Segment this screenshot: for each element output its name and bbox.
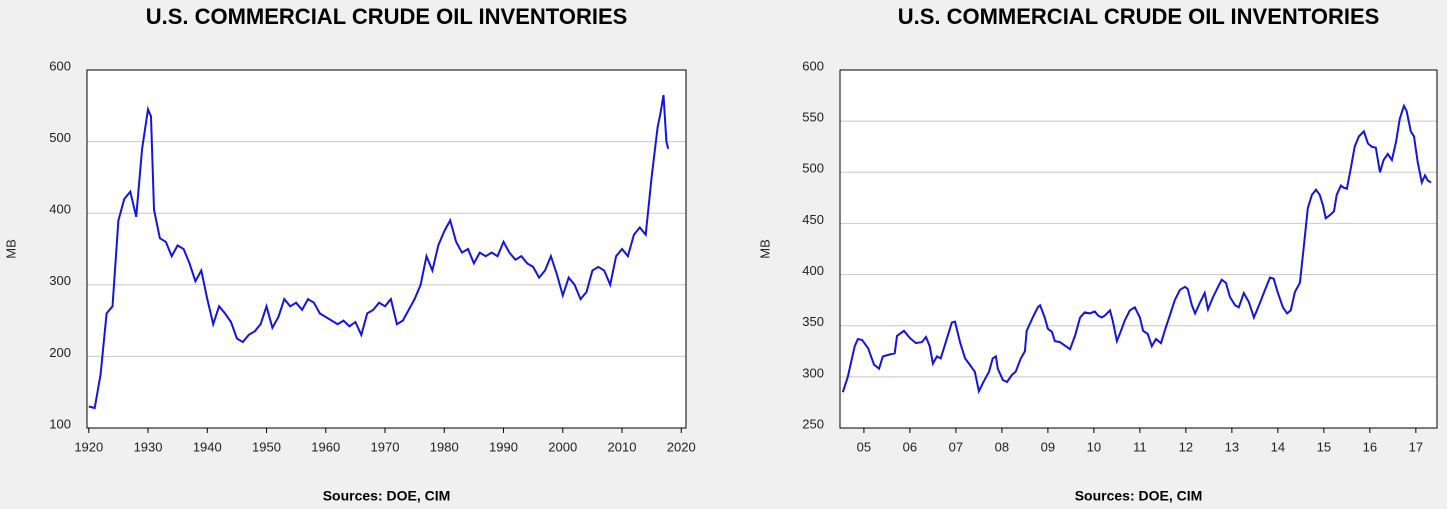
x-tick-label: 1960 [311, 439, 340, 454]
y-tick-label: 550 [802, 110, 824, 125]
x-tick-label: 08 [995, 439, 1009, 454]
plot-area [840, 70, 1437, 428]
chart-title: U.S. COMMERCIAL CRUDE OIL INVENTORIES [898, 4, 1380, 29]
y-tick-label: 500 [49, 130, 71, 145]
x-tick-label: 2010 [608, 439, 637, 454]
x-tick-label: 1970 [371, 439, 400, 454]
x-tick-label: 09 [1041, 439, 1055, 454]
x-tick-label: 10 [1087, 439, 1101, 454]
y-tick-label: 350 [802, 314, 824, 329]
y-tick-label: 600 [49, 58, 71, 73]
x-tick-label: 12 [1179, 439, 1193, 454]
y-tick-label: 300 [49, 273, 71, 288]
y-tick-label: 500 [802, 161, 824, 176]
y-tick-label: 200 [49, 345, 71, 360]
x-tick-label: 17 [1409, 439, 1423, 454]
y-tick-label: 600 [802, 58, 824, 73]
x-tick-label: 11 [1133, 439, 1147, 454]
x-tick-label: 07 [949, 439, 963, 454]
chart: U.S. COMMERCIAL CRUDE OIL INVENTORIES 250… [757, 4, 1438, 504]
x-tick-label: 13 [1225, 439, 1239, 454]
source-note: Sources: DOE, CIM [1075, 488, 1203, 504]
plot-border [86, 69, 687, 429]
chart-title: U.S. COMMERCIAL CRUDE OIL INVENTORIES [146, 4, 628, 29]
x-tick-label: 1940 [193, 439, 222, 454]
data-line [88, 94, 670, 410]
x-tick-label: 1950 [252, 439, 281, 454]
x-tick-label: 2000 [548, 439, 577, 454]
chart: U.S. COMMERCIAL CRUDE OIL INVENTORIES 100… [3, 4, 695, 504]
x-tick-label: 1920 [74, 439, 103, 454]
y-tick-label: 250 [802, 416, 824, 431]
y-axis-label: MB [757, 239, 772, 259]
x-tick-label: 15 [1317, 439, 1331, 454]
plot-area [87, 70, 686, 428]
y-tick-label: 400 [802, 263, 824, 278]
x-tick-label: 16 [1363, 439, 1377, 454]
x-tick-label: 14 [1271, 439, 1285, 454]
x-tick-label: 1990 [489, 439, 518, 454]
plot-border [839, 69, 1438, 429]
x-tick-label: 05 [857, 439, 871, 454]
data-line [841, 103, 1432, 395]
x-tick-label: 2020 [667, 439, 696, 454]
y-axis-label: MB [3, 239, 18, 259]
y-tick-label: 450 [802, 212, 824, 227]
x-tick-label: 1930 [134, 439, 163, 454]
source-note: Sources: DOE, CIM [323, 488, 451, 504]
y-tick-label: 100 [49, 416, 71, 431]
y-tick-label: 400 [49, 202, 71, 217]
x-tick-label: 06 [903, 439, 917, 454]
y-tick-label: 300 [802, 365, 824, 380]
x-tick-label: 1980 [430, 439, 459, 454]
